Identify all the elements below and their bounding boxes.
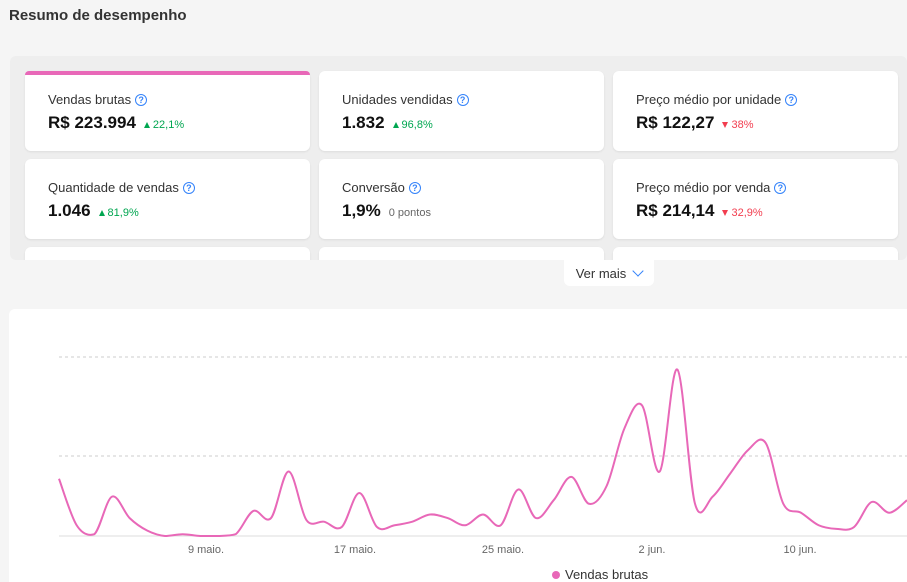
metric-value: R$ 122,27 [636,113,715,132]
legend-dot [552,570,560,579]
trend-up-icon [98,210,105,216]
metrics-panel: Vendas brutas? R$ 223.994 22,1% Unidades … [10,56,907,260]
metric-label: Quantidade de vendas [48,180,179,195]
metric-value: 1.832 [342,113,385,132]
series-line-vendas-brutas [58,368,907,538]
metric-value: R$ 223.994 [48,113,136,132]
metric-label: Unidades vendidas [342,92,453,107]
sales-chart: 9 maio. 17 maio. 25 maio. 2 jun. 10 jun. Ven… [9,309,907,582]
see-more-button[interactable]: Ver mais [564,260,654,286]
x-tick-label: 25 maio. [482,544,524,556]
trend-down-icon [722,122,729,128]
x-tick-label: 9 maio. [188,544,224,556]
chart-legend: Vendas brutas [552,567,648,582]
metric-card-conversao[interactable]: Conversão? 1,9% 0 pontos [319,159,604,239]
chart-svg: 9 maio. 17 maio. 25 maio. 2 jun. 10 jun. [58,356,907,556]
see-more-label: Ver mais [575,265,627,281]
trend-up-icon [392,122,399,128]
metric-card-hidden-3 [613,247,898,260]
metric-delta: 38% [722,119,753,131]
metric-label: Conversão [342,180,405,195]
metric-label: Preço médio por venda [636,180,771,195]
x-tick-label: 2 jun. [639,544,666,556]
page-title: Resumo de desempenho [9,7,187,24]
metric-card-hidden-1 [25,247,310,260]
legend-label: Vendas brutas [565,567,649,582]
metric-value: R$ 214,14 [636,201,715,220]
x-tick-label: 10 jun. [783,544,816,556]
metric-delta: 96,8% [392,119,433,131]
metric-delta: 22,1% [143,119,184,131]
trend-down-icon [722,210,729,216]
help-icon[interactable]: ? [408,181,421,194]
metric-label: Preço médio por unidade [636,92,782,107]
chevron-down-icon [632,265,644,277]
metric-delta: 32,9% [722,207,763,219]
metric-card-vendas-brutas[interactable]: Vendas brutas? R$ 223.994 22,1% [25,71,310,151]
metric-card-unidades-vendidas[interactable]: Unidades vendidas? 1.832 96,8% [319,71,604,151]
help-icon[interactable]: ? [135,93,148,106]
metric-delta: 81,9% [98,207,139,219]
metric-value: 1.046 [48,201,91,220]
metric-label: Vendas brutas [48,92,132,107]
metric-delta: 0 pontos [388,207,431,219]
help-icon[interactable]: ? [785,93,798,106]
metric-value: 1,9% [342,201,381,220]
metric-card-preco-medio-unidade[interactable]: Preço médio por unidade? R$ 122,27 38% [613,71,898,151]
help-icon[interactable]: ? [182,181,195,194]
help-icon[interactable]: ? [456,93,469,106]
metric-card-quantidade-vendas[interactable]: Quantidade de vendas? 1.046 81,9% [25,159,310,239]
trend-up-icon [143,122,150,128]
x-tick-label: 17 maio. [334,544,376,556]
help-icon[interactable]: ? [774,181,787,194]
metric-card-hidden-2 [319,247,604,260]
metric-card-preco-medio-venda[interactable]: Preço médio por venda? R$ 214,14 32,9% [613,159,898,239]
